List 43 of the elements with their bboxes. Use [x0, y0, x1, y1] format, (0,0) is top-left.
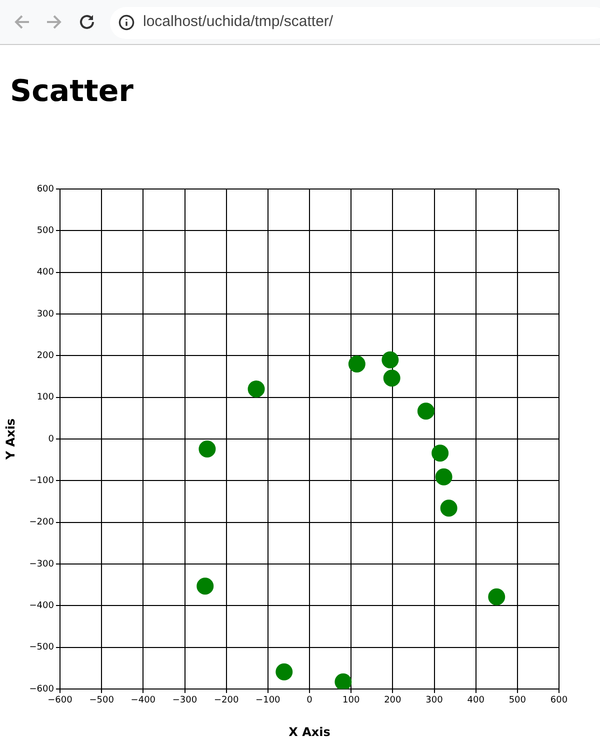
point	[440, 500, 458, 517]
x-tick-label: 600	[550, 696, 568, 706]
point	[276, 663, 293, 680]
y-tick-label: 600	[36, 184, 54, 194]
point	[382, 351, 399, 368]
point	[417, 402, 434, 420]
point	[432, 444, 449, 462]
x-axis-title: X Axis	[288, 724, 330, 739]
x-tick-label: 500	[508, 696, 526, 706]
y-tick-label: 0	[48, 434, 54, 444]
x-tick-label: 400	[467, 696, 485, 706]
y-tick-label: −200	[29, 518, 54, 528]
y-tick-label: −100	[29, 476, 54, 486]
point	[435, 468, 452, 486]
x-tick-label: 200	[384, 696, 402, 706]
x-tick-label: −100	[256, 696, 281, 706]
point	[334, 673, 352, 689]
y-tick-label: −600	[29, 684, 54, 694]
point	[348, 356, 366, 372]
x-tick-label: −300	[172, 696, 198, 706]
y-tick-label: 300	[36, 309, 54, 320]
x-tick-label: 100	[342, 696, 360, 706]
y-tick-label: −400	[29, 601, 54, 612]
x-tick-label: 0	[306, 696, 313, 706]
y-tick-label: 100	[36, 392, 54, 403]
x-tick-label: −600	[48, 696, 73, 706]
point	[488, 588, 506, 606]
x-tick-label: −200	[214, 696, 239, 706]
y-axis-title: Y Axis	[3, 418, 18, 461]
point	[383, 370, 400, 387]
point	[248, 380, 265, 398]
y-tick-label: 200	[36, 351, 54, 362]
point	[196, 578, 214, 595]
point	[198, 440, 216, 458]
y-tick-label: −500	[29, 642, 54, 653]
y-tick-label: 500	[36, 226, 54, 236]
chart-title: Scatter	[10, 74, 134, 109]
x-tick-label: 300	[426, 696, 444, 706]
y-tick-label: −300	[29, 559, 54, 570]
x-tick-label: −400	[130, 696, 156, 706]
x-tick-label: −500	[89, 696, 114, 706]
y-tick-label: 400	[36, 268, 54, 278]
text: localhost/uchida/tmp/scatter/	[143, 13, 334, 30]
